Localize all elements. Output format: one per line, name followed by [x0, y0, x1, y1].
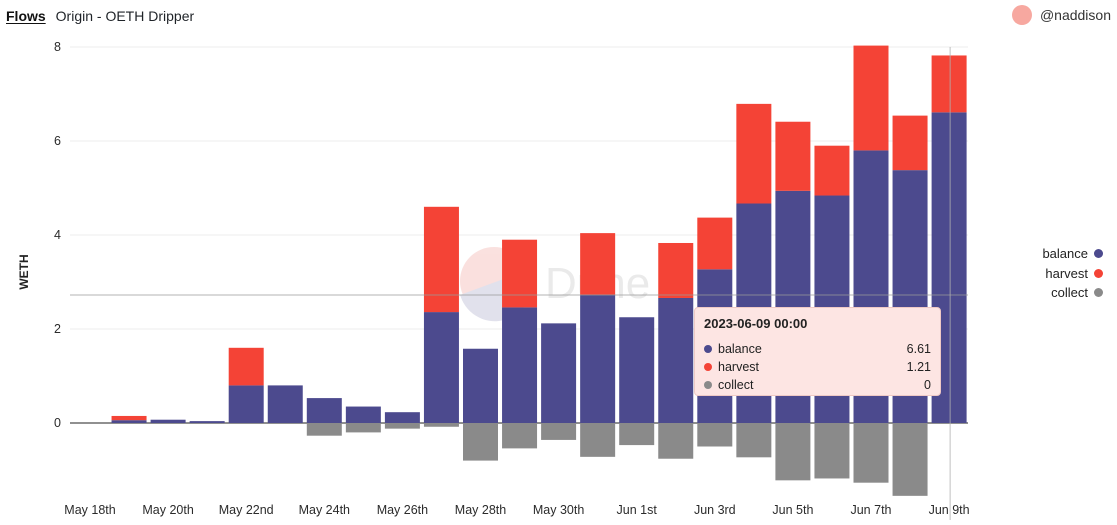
bar-balance[interactable]: [580, 294, 616, 423]
legend-dot-icon: [1094, 288, 1103, 298]
bar-collect[interactable]: [658, 423, 694, 459]
tooltip-series-name: collect: [718, 378, 754, 392]
tooltip-row-collect: collect 0: [704, 376, 931, 394]
bar-harvest[interactable]: [814, 145, 850, 196]
bar-collect[interactable]: [306, 423, 342, 436]
stacked-bar-chart: Dune 0 2 4 6 8 WETH May 18th May 20th May 22nd May…: [17, 40, 970, 520]
tooltip-series-name: balance: [718, 342, 762, 356]
bar-collect[interactable]: [892, 423, 928, 496]
bar-collect[interactable]: [619, 423, 655, 446]
x-tick-label: Jun 3rd: [694, 503, 736, 517]
bar-harvest[interactable]: [580, 233, 616, 295]
bar-balance[interactable]: [502, 307, 538, 423]
bar-collect[interactable]: [345, 423, 381, 433]
header: Flows Origin - OETH Dripper: [6, 6, 194, 26]
bar-balance[interactable]: [619, 317, 655, 423]
y-axis-label: WETH: [17, 254, 31, 289]
x-tick-label: Jun 1st: [617, 503, 658, 517]
watermark: Dune: [460, 247, 650, 322]
bar-collect[interactable]: [853, 423, 889, 483]
x-tick-label: Jun 7th: [850, 503, 891, 517]
bar-balance[interactable]: [345, 406, 381, 423]
legend-label: balance: [1042, 246, 1088, 262]
y-tick-label: 8: [54, 40, 61, 54]
tooltip-dot-icon: [704, 345, 712, 353]
bar-harvest[interactable]: [775, 121, 811, 191]
tab-flows[interactable]: Flows: [6, 8, 46, 24]
bar-balance[interactable]: [423, 312, 459, 423]
bar-harvest[interactable]: [931, 55, 967, 113]
bar-collect[interactable]: [580, 423, 616, 457]
x-tick-label: May 22nd: [219, 503, 274, 517]
y-tick-label: 4: [54, 228, 61, 242]
bar-collect[interactable]: [814, 423, 850, 479]
bar-collect[interactable]: [423, 423, 459, 427]
tooltip-row-balance: balance 6.61: [704, 340, 931, 358]
x-tick-label: May 26th: [377, 503, 428, 517]
y-tick-label: 6: [54, 134, 61, 148]
bar-harvest[interactable]: [658, 242, 694, 298]
bar-harvest[interactable]: [228, 347, 264, 386]
tooltip-title: 2023-06-09 00:00: [704, 316, 808, 331]
bar-harvest[interactable]: [892, 115, 928, 171]
bar-collect[interactable]: [384, 423, 420, 429]
bar-balance[interactable]: [384, 412, 420, 423]
bar-balance[interactable]: [541, 323, 577, 423]
bar-collect[interactable]: [775, 423, 811, 481]
tooltip-row-harvest: harvest 1.21: [704, 358, 931, 376]
x-tick-label: May 20th: [142, 503, 193, 517]
legend-item-harvest[interactable]: harvest: [1042, 264, 1103, 284]
tooltip-dot-icon: [704, 363, 712, 371]
bar-balance[interactable]: [463, 348, 498, 423]
legend-label: collect: [1051, 285, 1088, 301]
author-badge[interactable]: @naddison: [1011, 5, 1111, 25]
bar-harvest[interactable]: [111, 415, 147, 421]
x-tick-label: May 28th: [455, 503, 506, 517]
bar-collect[interactable]: [697, 423, 733, 447]
legend-dot-icon: [1094, 268, 1103, 278]
avatar: [1011, 5, 1032, 25]
bar-balance[interactable]: [111, 420, 147, 423]
legend: balance harvest collect: [1042, 244, 1103, 303]
bar-harvest[interactable]: [697, 217, 733, 270]
author-name[interactable]: @naddison: [1039, 7, 1111, 23]
chart-title: Origin - OETH Dripper: [55, 8, 195, 24]
bar-harvest[interactable]: [853, 45, 889, 151]
x-tick-label: May 24th: [299, 503, 350, 517]
legend-item-balance[interactable]: balance: [1042, 244, 1103, 264]
tooltip-series-value: 6.61: [906, 342, 931, 356]
legend-label: harvest: [1045, 265, 1088, 281]
tooltip-dot-icon: [704, 381, 712, 389]
tooltip-series-value: 1.21: [906, 360, 931, 374]
bar-harvest[interactable]: [736, 103, 772, 204]
hover-tooltip: 2023-06-09 00:00 balance 6.61 harvest 1.21 c…: [694, 307, 941, 396]
bar-harvest[interactable]: [502, 239, 538, 308]
x-tick-label: May 18th: [64, 503, 115, 517]
bar-harvest[interactable]: [423, 206, 459, 313]
y-tick-label: 0: [54, 416, 61, 430]
legend-dot-icon: [1094, 249, 1103, 259]
x-tick-label: May 30th: [533, 503, 584, 517]
bar-balance[interactable]: [306, 398, 342, 423]
y-tick-label: 2: [54, 322, 61, 336]
bar-balance[interactable]: [189, 421, 225, 423]
bar-balance[interactable]: [228, 385, 264, 423]
bar-collect[interactable]: [502, 423, 538, 449]
bar-collect[interactable]: [463, 423, 498, 461]
x-tick-label: Jun 9th: [929, 503, 970, 517]
tooltip-series-name: harvest: [718, 360, 759, 374]
x-tick-label: Jun 5th: [772, 503, 813, 517]
bar-balance[interactable]: [658, 297, 694, 423]
tooltip-series-value: 0: [924, 378, 931, 392]
legend-item-collect[interactable]: collect: [1042, 283, 1103, 303]
bar-balance[interactable]: [267, 385, 303, 423]
bar-collect[interactable]: [541, 423, 577, 440]
bar-collect[interactable]: [736, 423, 772, 458]
bar-balance[interactable]: [150, 419, 186, 423]
